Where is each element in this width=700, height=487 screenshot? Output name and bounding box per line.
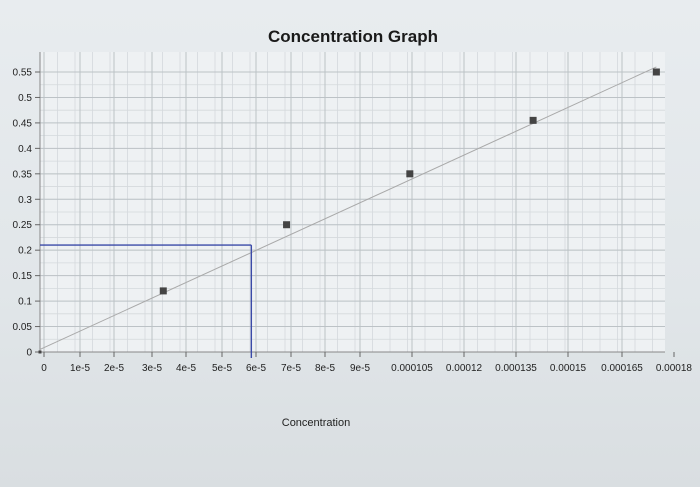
x-tick-label: 7e-5 [281, 363, 301, 374]
x-tick-label: 9e-5 [350, 363, 370, 374]
data-points [38, 68, 660, 354]
data-point [529, 116, 537, 124]
y-tick-label: 0.25 [13, 220, 33, 231]
y-tick-label: 0.4 [18, 144, 32, 155]
x-tick-label: 3e-5 [142, 363, 162, 374]
x-tick-label: 2e-5 [104, 363, 124, 374]
data-point [406, 170, 414, 178]
chart-title: Concentration Graph [268, 27, 438, 46]
x-axis: 0 1e-5 2e-5 3e-5 4e-5 5e-5 6e-5 7e-5 8e-5 9e-5 0.0… [40, 351, 693, 374]
y-tick-label: 0.45 [13, 118, 33, 129]
y-tick-label: 0.2 [18, 246, 32, 257]
data-point [283, 221, 291, 229]
y-tick-label: 0.15 [13, 271, 33, 282]
x-tick-label: 0.00015 [550, 363, 587, 374]
x-tick-label: 0.00012 [446, 363, 483, 374]
x-tick-label: 1e-5 [70, 363, 90, 374]
y-tick-label: 0.3 [18, 195, 32, 206]
x-tick-label: 0.000135 [495, 363, 537, 374]
y-tick-label: 0.05 [13, 322, 33, 333]
x-tick-label: 0 [41, 363, 47, 374]
data-point [159, 287, 167, 295]
data-point [652, 68, 660, 76]
data-point [38, 350, 42, 354]
y-tick-label: 0.55 [13, 68, 33, 79]
x-tick-label: 4e-5 [176, 363, 196, 374]
x-tick-label: 6e-5 [246, 363, 266, 374]
x-tick-label: 0.000165 [601, 363, 643, 374]
y-tick-label: 0.1 [18, 297, 32, 308]
y-axis: 0 0.05 0.1 0.15 0.2 0.25 0.3 0.35 0.4 0.45 0.5 0.55 [13, 52, 41, 359]
grid [39, 52, 665, 353]
y-tick-label: 0.5 [18, 93, 32, 104]
trendline [39, 66, 657, 350]
x-tick-label: 0.00018 [656, 363, 693, 374]
y-tick-label: 0.35 [13, 169, 33, 180]
x-tick-label: 8e-5 [315, 363, 335, 374]
x-axis-title: Concentration [282, 417, 351, 429]
x-tick-label: 5e-5 [212, 363, 232, 374]
annotation-lines [40, 244, 253, 358]
x-tick-label: 0.000105 [391, 363, 433, 374]
y-tick-label: 0 [26, 348, 32, 359]
